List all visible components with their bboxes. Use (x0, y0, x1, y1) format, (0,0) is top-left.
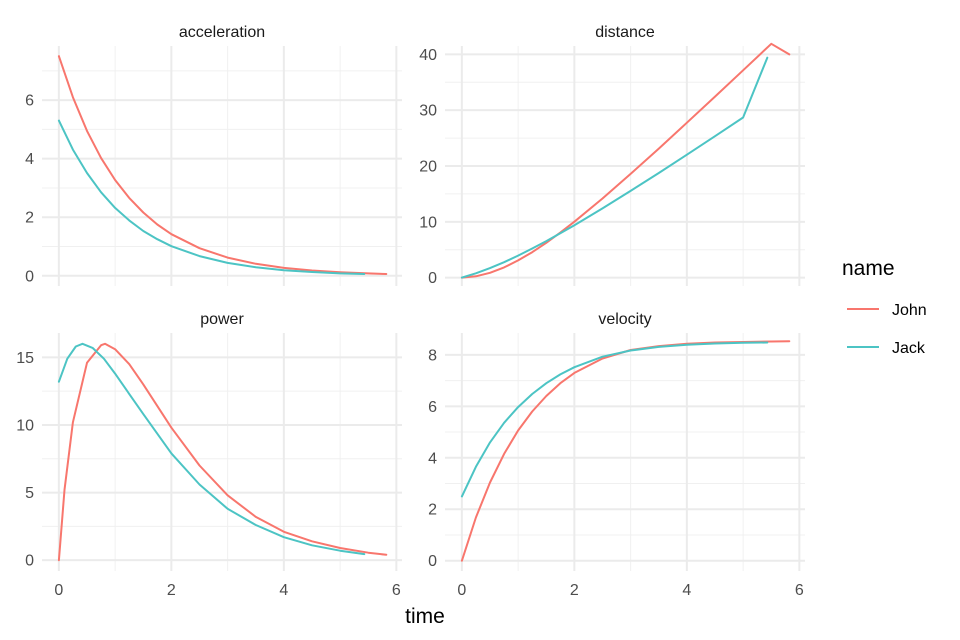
power-x-tick-label: 2 (167, 582, 176, 599)
velocity-x-tick-label: 0 (457, 582, 466, 599)
facet-title-distance: distance (595, 24, 655, 41)
legend-title: name (842, 257, 895, 280)
facet-title-acceleration: acceleration (179, 24, 265, 41)
power-x-tick-label: 4 (279, 582, 288, 599)
velocity-x-tick-label: 6 (795, 582, 804, 599)
acceleration-y-tick-label: 6 (25, 93, 34, 110)
acceleration-y-tick-label: 4 (25, 151, 34, 168)
power-series-john (57, 342, 388, 562)
power-x-tick-label: 0 (54, 582, 63, 599)
power-y-tick-label: 10 (16, 417, 34, 434)
panel-power: power 0 5 10 15 0 2 4 6 (16, 311, 402, 599)
distance-y-tick-label: 30 (419, 103, 437, 120)
velocity-y-tick-label: 6 (428, 399, 437, 416)
velocity-x-tick-label: 2 (570, 582, 579, 599)
power-x-tick-label: 6 (392, 582, 401, 599)
legend-key-jack: Jack (847, 340, 926, 357)
velocity-y-tick-label: 2 (428, 502, 437, 519)
distance-series-jack (460, 56, 769, 279)
velocity-y-tick-label: 4 (428, 450, 437, 467)
distance-series-john (460, 42, 791, 279)
legend-key-john: John (847, 302, 927, 319)
velocity-x-tick-label: 4 (682, 582, 691, 599)
x-axis-title: time (405, 605, 445, 628)
panel-acceleration: acceleration 0 2 4 6 (25, 24, 402, 286)
legend-label-john: John (892, 302, 927, 319)
distance-y-tick-label: 20 (419, 159, 437, 176)
velocity-y-tick-label: 0 (428, 553, 437, 570)
power-y-tick-label: 15 (16, 350, 34, 367)
power-y-tick-label: 5 (25, 485, 34, 502)
velocity-y-tick-label: 8 (428, 347, 437, 364)
power-series-jack (57, 342, 366, 556)
distance-y-tick-label: 10 (419, 214, 437, 231)
legend-label-jack: Jack (892, 340, 926, 357)
acceleration-y-tick-label: 2 (25, 210, 34, 227)
facet-title-power: power (200, 311, 244, 328)
acceleration-series-jack (57, 119, 366, 275)
panel-distance: distance 0 10 20 30 40 (419, 24, 805, 287)
distance-y-tick-label: 40 (419, 47, 437, 64)
facet-title-velocity: velocity (598, 311, 651, 328)
acceleration-series-john (57, 55, 388, 275)
acceleration-y-tick-label: 0 (25, 268, 34, 285)
velocity-series-john (460, 340, 791, 562)
velocity-series-jack (460, 341, 769, 498)
panel-velocity: velocity 0 2 4 6 8 0 2 4 6 (428, 311, 805, 599)
power-y-tick-label: 0 (25, 553, 34, 570)
distance-y-tick-label: 0 (428, 270, 437, 287)
